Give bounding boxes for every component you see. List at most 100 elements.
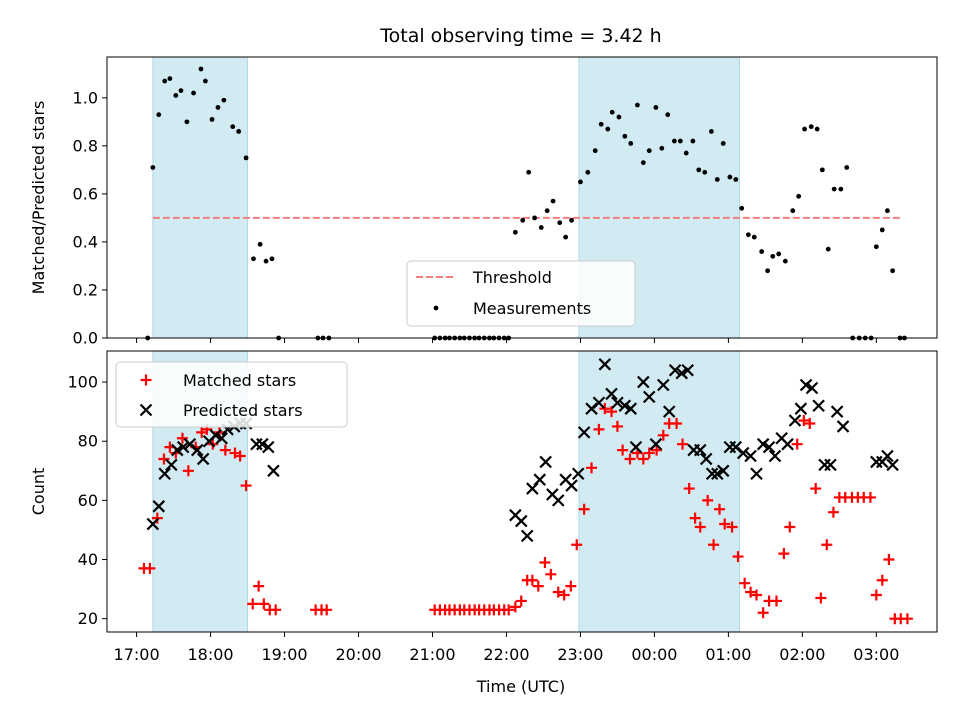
measurement-point: [733, 177, 739, 182]
matched-stars-point: [571, 539, 583, 551]
shaded-interval-2: [578, 350, 740, 633]
measurement-point: [677, 138, 683, 144]
y-tick-label: 0.2: [73, 280, 98, 299]
measurement-point: [776, 251, 782, 257]
matched-stars-point: [509, 601, 521, 613]
x-tick-label: 23:00: [557, 645, 603, 664]
x-tick-label: 02:00: [779, 645, 825, 664]
measurement-point: [751, 234, 757, 240]
predicted-stars-point: [196, 452, 210, 466]
matched-stars-point: [258, 598, 270, 610]
matched-stars-point: [611, 420, 623, 432]
predicted-stars-point: [158, 467, 171, 481]
predicted-stars-point: [533, 473, 547, 486]
predicted-stars-point: [637, 375, 650, 389]
x-tick-label: 20:00: [335, 645, 381, 664]
shaded-interval-1: [152, 56, 249, 339]
matched-stars-point: [815, 592, 827, 604]
x-tick-label: 17:00: [114, 645, 160, 664]
legend-measurements-swatch: [433, 305, 439, 311]
matched-stars-point: [798, 415, 810, 427]
matched-stars-point: [599, 403, 611, 415]
predicted-stars-point: [662, 405, 676, 418]
measurement-point: [592, 148, 598, 154]
predicted-stars-point: [551, 494, 565, 507]
measurement-point: [605, 126, 611, 132]
predicted-stars-point: [881, 449, 894, 463]
measurement-point: [890, 268, 896, 274]
measurement-point: [782, 258, 788, 264]
measurement-point: [578, 179, 583, 185]
measurement-point: [844, 165, 850, 170]
measurement-point: [802, 126, 807, 132]
matched-stars-point: [671, 417, 683, 429]
x-tick-label: 01:00: [705, 645, 751, 664]
measurement-point: [796, 193, 802, 199]
legend-matched-swatch: [140, 374, 152, 386]
predicted-stars-point: [629, 440, 643, 454]
matched-stars-point: [791, 438, 803, 450]
y-tick-label: 20: [78, 609, 98, 628]
matched-stars-point: [784, 521, 796, 533]
measurement-point: [808, 124, 814, 130]
legend-box: [115, 361, 348, 428]
predicted-stars-point: [261, 440, 275, 454]
matched-stars-point: [745, 586, 757, 598]
measurement-point: [215, 105, 221, 110]
measurement-point: [209, 117, 215, 122]
matched-stars-point: [719, 518, 731, 530]
matched-stars-point: [901, 613, 913, 625]
matched-stars-point: [757, 607, 769, 619]
measurement-point: [814, 126, 820, 132]
matched-stars-point: [526, 574, 538, 586]
measurement-point: [263, 258, 269, 264]
measurement-point: [759, 249, 765, 254]
measurement-point: [616, 114, 622, 120]
predicted-stars-point: [716, 464, 730, 478]
x-tick-label: 21:00: [409, 645, 455, 664]
matched-stars-point: [883, 554, 895, 566]
measurement-point: [221, 97, 227, 103]
matched-stars-point: [247, 598, 259, 610]
measurement-point: [770, 253, 776, 259]
predicted-stars-point: [768, 449, 782, 463]
legend-threshold-label: Threshold: [472, 268, 552, 287]
legend-matched-label: Matched stars: [183, 371, 296, 390]
x-tick-label: 19:00: [261, 645, 307, 664]
matched-stars-point: [270, 604, 282, 616]
measurement-point: [708, 129, 714, 134]
measurement-point: [683, 150, 689, 156]
matched-stars-point: [683, 483, 695, 495]
predicted-stars-point: [520, 529, 534, 543]
predicted-stars-point: [824, 458, 837, 472]
measurement-point: [557, 220, 563, 226]
legend-predicted-label: Predicted stars: [183, 401, 303, 420]
measurement-point: [251, 256, 256, 262]
matched-stars-point: [726, 521, 738, 533]
measurement-point: [885, 208, 890, 214]
predicted-stars-point: [681, 363, 694, 377]
matched-stars-point: [677, 438, 689, 450]
measurement-point: [609, 109, 615, 115]
x-axis-title: Time (UTC): [476, 677, 565, 696]
measurement-point: [544, 208, 550, 214]
measurement-point: [739, 205, 745, 211]
predicted-stars-point: [592, 396, 606, 410]
measurement-point: [563, 234, 569, 240]
axes-frame: [106, 350, 938, 633]
predicted-stars-point: [657, 378, 670, 392]
predicted-stars-point: [788, 414, 802, 427]
matched-stars-point: [732, 551, 744, 563]
matched-stars-point: [643, 447, 655, 459]
matched-stars-point: [606, 406, 618, 418]
predicted-stars-point: [598, 358, 612, 371]
matched-stars-point: [240, 480, 252, 492]
y-tick-label: 40: [78, 550, 98, 569]
matched-stars-point: [810, 483, 822, 495]
measurement-point: [838, 186, 844, 192]
predicted-stars-point: [152, 500, 166, 513]
y-tick-label: 1.0: [73, 88, 98, 107]
measurement-point: [720, 141, 726, 146]
measurement-point: [538, 225, 544, 230]
